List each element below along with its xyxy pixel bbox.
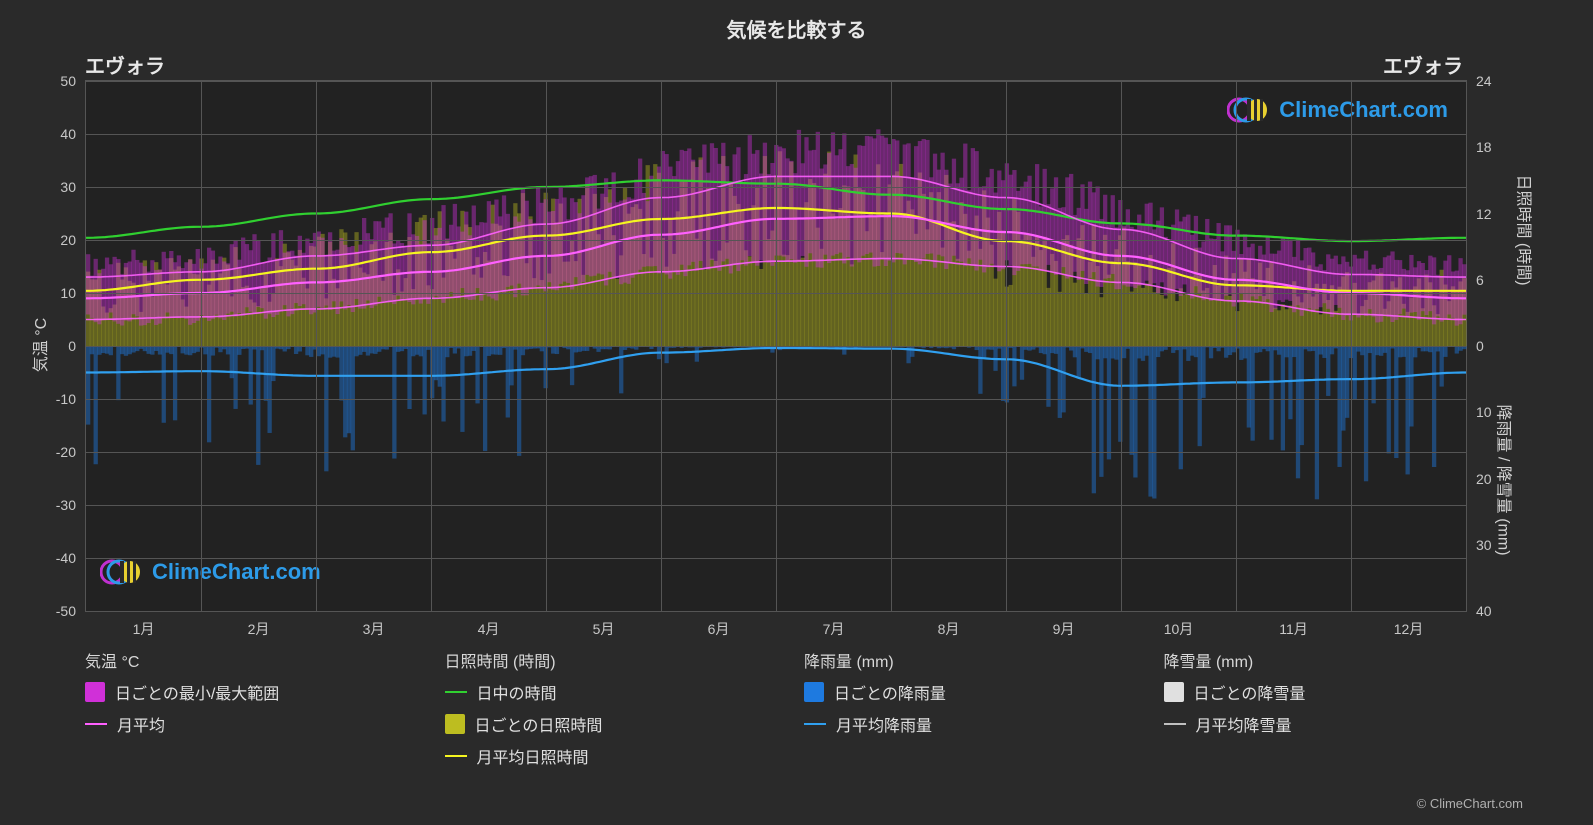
xtick-month: 9月 [1053,619,1075,639]
legend-item: 月平均降雪量 [1164,712,1504,736]
location-label-left: エヴォラ [85,50,165,79]
ytick-right-mm: 40 [1476,603,1516,619]
ytick-left: -20 [36,444,76,460]
legend-item: 日中の時間 [445,680,785,704]
legend-line-icon [445,691,467,693]
xtick-month: 11月 [1279,619,1308,639]
legend-swatch-icon [85,682,105,702]
legend-item-label: 日中の時間 [477,680,557,704]
ytick-right-mm: 30 [1476,537,1516,553]
legend-group-title: 日照時間 (時間) [445,648,785,672]
legend-group: 日照時間 (時間) 日中の時間日ごとの日照時間月平均日照時間 [445,648,785,776]
legend-swatch-icon [445,714,465,734]
legend-group-title: 気温 °C [85,648,425,672]
ytick-left: 40 [36,126,76,142]
plot-area: ClimeChart.com ClimeChart.com -50-40-30-… [85,80,1467,612]
legend-group: 気温 °C 日ごとの最小/最大範囲月平均 [85,648,425,776]
legend-item-label: 日ごとの最小/最大範囲 [115,680,279,704]
copyright-text: © ClimeChart.com [1417,796,1523,811]
chart-container: 気候を比較する エヴォラ エヴォラ 気温 °C 日照時間 (時間) 降雨量 / … [0,0,1593,825]
legend-swatch-icon [804,682,824,702]
ytick-right-hours: 0 [1476,338,1516,354]
ytick-right-hours: 24 [1476,73,1516,89]
legend-swatch-icon [1164,682,1184,702]
legend-line-icon [804,723,826,725]
legend-line-icon [445,755,467,757]
location-label-right: エヴォラ [1383,50,1463,79]
xtick-month: 1月 [133,619,155,639]
legend-group-title: 降雨量 (mm) [804,648,1144,672]
ytick-left: 30 [36,179,76,195]
legend-item: 日ごとの降雨量 [804,680,1144,704]
legend-item-label: 月平均降雪量 [1196,712,1292,736]
ytick-left: 0 [36,338,76,354]
ytick-left: -50 [36,603,76,619]
legend-item-label: 月平均日照時間 [477,744,589,768]
legend-item: 月平均 [85,712,425,736]
legend-item-label: 月平均降雨量 [836,712,932,736]
ytick-left: 20 [36,232,76,248]
xtick-month: 5月 [593,619,615,639]
legend-item: 月平均降雨量 [804,712,1144,736]
ytick-left: -40 [36,550,76,566]
ytick-left: -30 [36,497,76,513]
legend: 気温 °C 日ごとの最小/最大範囲月平均 日照時間 (時間) 日中の時間日ごとの日照時… [85,648,1503,776]
legend-group: 降雪量 (mm) 日ごとの降雪量月平均降雪量 [1164,648,1504,776]
xtick-month: 2月 [248,619,270,639]
ytick-left: 50 [36,73,76,89]
legend-item-label: 月平均 [117,712,165,736]
xtick-month: 7月 [823,619,845,639]
chart-title: 気候を比較する [0,14,1593,43]
y-axis-label-right-top: 日照時間 (時間) [1513,174,1537,285]
legend-item-label: 日ごとの日照時間 [475,712,603,736]
ytick-right-hours: 12 [1476,206,1516,222]
legend-group-title: 降雪量 (mm) [1164,648,1504,672]
xtick-month: 4月 [478,619,500,639]
legend-item-label: 日ごとの降雨量 [834,680,946,704]
legend-item: 日ごとの最小/最大範囲 [85,680,425,704]
legend-group: 降雨量 (mm) 日ごとの降雨量月平均降雨量 [804,648,1144,776]
xtick-month: 10月 [1164,619,1194,639]
legend-item-label: 日ごとの降雪量 [1194,680,1306,704]
xtick-month: 6月 [708,619,730,639]
xtick-month: 3月 [363,619,385,639]
xtick-month: 12月 [1394,619,1424,639]
ytick-left: 10 [36,285,76,301]
legend-item: 月平均日照時間 [445,744,785,768]
ytick-right-mm: 20 [1476,471,1516,487]
ytick-right-mm: 10 [1476,404,1516,420]
legend-item: 日ごとの降雪量 [1164,680,1504,704]
ytick-right-hours: 18 [1476,139,1516,155]
ytick-right-hours: 6 [1476,272,1516,288]
legend-line-icon [1164,723,1186,725]
xtick-month: 8月 [938,619,960,639]
ytick-left: -10 [36,391,76,407]
legend-item: 日ごとの日照時間 [445,712,785,736]
legend-line-icon [85,723,107,725]
